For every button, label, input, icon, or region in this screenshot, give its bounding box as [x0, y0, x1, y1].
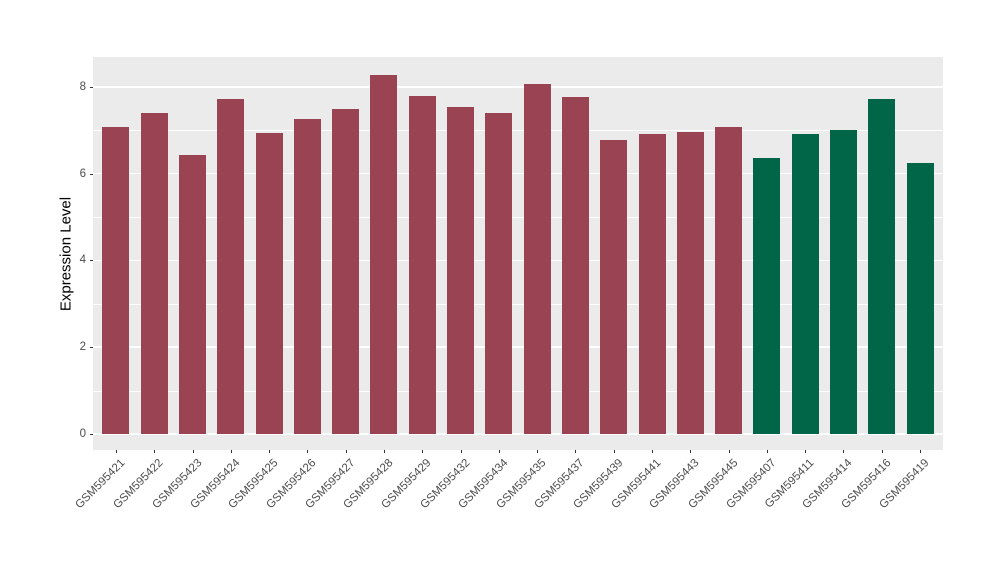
bar-GSM595426: [293, 118, 321, 434]
bar-GSM595439: [600, 139, 628, 434]
bar-GSM595427: [332, 109, 360, 434]
bar-GSM595421: [102, 126, 130, 434]
x-tick-mark: [192, 450, 194, 453]
x-tick-mark: [575, 450, 577, 453]
gridline-major: [93, 86, 943, 88]
bar-GSM595429: [408, 96, 436, 434]
x-tick-mark: [498, 450, 500, 453]
x-tick-mark: [345, 450, 347, 453]
bar-GSM595423: [179, 154, 207, 434]
bar-GSM595428: [370, 75, 398, 434]
x-tick-mark: [652, 450, 653, 453]
y-tick-mark: [90, 86, 93, 88]
gridline-minor: [93, 303, 943, 305]
bar-GSM595419: [906, 162, 934, 434]
bar-GSM595443: [676, 132, 704, 434]
y-tick-label: 4: [79, 254, 86, 267]
x-tick-mark: [690, 450, 692, 453]
y-tick-mark: [90, 260, 93, 262]
x-tick-mark: [537, 450, 539, 453]
bar-GSM595437: [561, 96, 589, 434]
gridline-major: [93, 259, 943, 262]
y-tick-mark: [90, 347, 93, 349]
bar-GSM595441: [638, 134, 666, 434]
x-tick-mark: [843, 450, 845, 453]
bar-GSM595416: [868, 99, 896, 434]
y-tick-label: 2: [79, 341, 86, 354]
x-tick-mark: [422, 450, 424, 453]
x-tick-mark: [766, 450, 768, 453]
bar-GSM595435: [523, 84, 551, 434]
y-tick-label: 0: [79, 427, 86, 440]
gridline-major: [93, 346, 943, 348]
x-tick-mark: [383, 450, 385, 453]
gridline-major: [93, 172, 943, 175]
gridline-minor: [93, 217, 943, 218]
bar-GSM595414: [829, 130, 857, 434]
y-tick-mark: [90, 433, 93, 435]
gridline-minor: [93, 390, 943, 392]
x-tick-mark: [728, 450, 730, 453]
bar-GSM595422: [140, 112, 168, 434]
bar-GSM595432: [447, 107, 475, 434]
bar-GSM595424: [217, 99, 245, 434]
x-tick-mark: [920, 450, 922, 453]
y-tick-mark: [90, 173, 93, 175]
x-tick-mark: [805, 450, 807, 453]
plot-panel: [93, 57, 943, 450]
bar-GSM595407: [753, 158, 781, 434]
bar-GSM595445: [715, 126, 743, 434]
x-tick-mark: [269, 450, 271, 453]
bar-GSM595411: [791, 134, 819, 434]
bar-GSM595434: [485, 112, 513, 434]
x-tick-mark: [115, 450, 117, 453]
gridline-major: [93, 433, 943, 435]
x-tick-mark: [230, 450, 232, 453]
bar-GSM595425: [255, 132, 283, 434]
x-tick-mark: [881, 450, 883, 453]
gridline-minor: [93, 130, 943, 132]
y-tick-label: 8: [79, 80, 86, 93]
x-tick-mark: [307, 450, 309, 453]
x-tick-mark: [613, 450, 615, 453]
x-tick-mark: [460, 450, 462, 453]
x-tick-mark: [154, 450, 156, 453]
y-tick-label: 6: [79, 167, 86, 180]
